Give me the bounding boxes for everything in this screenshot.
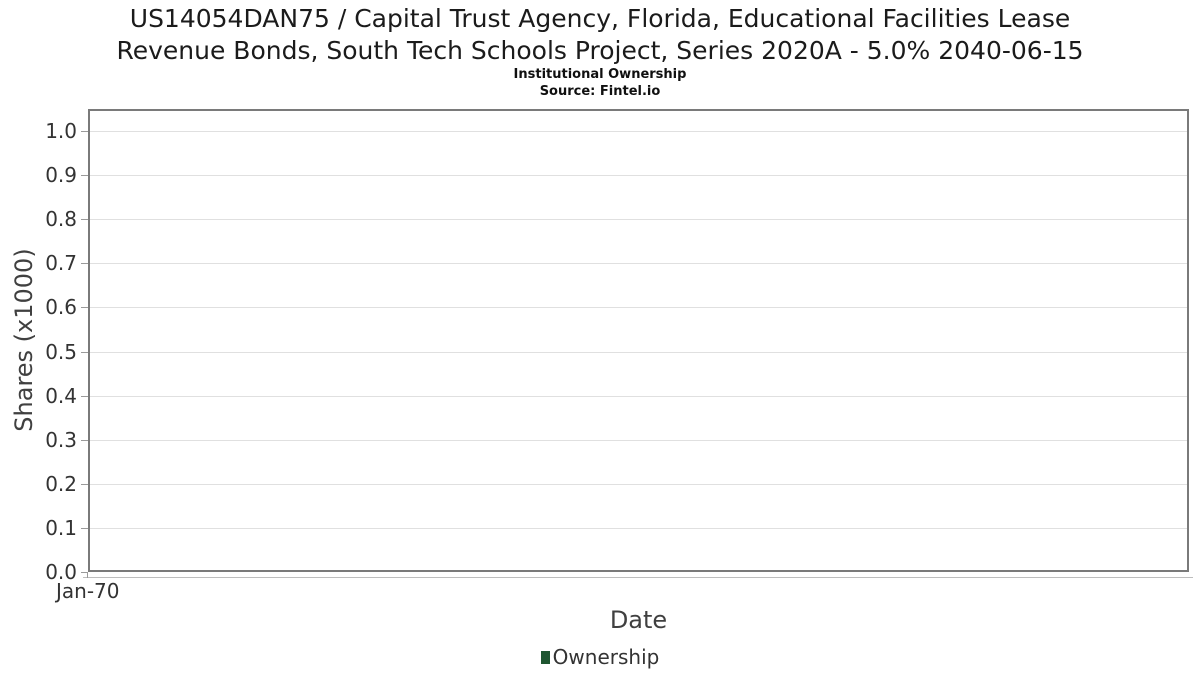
y-tick-mark: [81, 352, 88, 353]
chart-title-line1: US14054DAN75 / Capital Trust Agency, Flo…: [129, 4, 1071, 33]
y-tick-label: 0.0: [45, 560, 77, 584]
y-tick-mark: [81, 175, 88, 176]
y-tick-mark: [81, 572, 88, 573]
legend-ownership-label: Ownership: [552, 645, 660, 669]
plot-area: [88, 109, 1189, 572]
y-tick-mark: [81, 131, 88, 132]
y-gridline: [90, 219, 1187, 220]
y-tick-label: 0.4: [45, 384, 77, 408]
y-tick-mark: [81, 396, 88, 397]
y-tick-label: 0.2: [45, 472, 77, 496]
y-gridline: [90, 175, 1187, 176]
x-tick-mark: [87, 573, 88, 578]
x-axis-line: [83, 577, 1193, 578]
y-tick-mark: [81, 440, 88, 441]
y-tick-label: 1.0: [45, 119, 77, 143]
y-tick-mark: [81, 219, 88, 220]
y-gridline: [90, 484, 1187, 485]
legend-ownership-swatch-icon: [540, 650, 550, 664]
chart-title-line2: Revenue Bonds, South Tech Schools Projec…: [116, 36, 1084, 65]
chart-source: Source: Fintel.io: [539, 84, 661, 99]
y-tick-label: 0.9: [45, 163, 77, 187]
x-axis-title: Date: [609, 606, 668, 634]
y-tick-mark: [81, 528, 88, 529]
y-tick-mark: [81, 484, 88, 485]
y-gridline: [90, 528, 1187, 529]
y-tick-label: 0.1: [45, 516, 77, 540]
y-tick-label: 0.8: [45, 207, 77, 231]
y-gridline: [90, 440, 1187, 441]
y-tick-mark: [81, 263, 88, 264]
x-tick-label: Jan-70: [56, 579, 120, 603]
y-gridline: [90, 307, 1187, 308]
chart-subtitle: Institutional Ownership: [513, 67, 687, 82]
y-gridline: [90, 352, 1187, 353]
y-tick-label: 0.6: [45, 295, 77, 319]
legend: Ownership: [0, 645, 1200, 669]
y-gridline: [90, 131, 1187, 132]
y-tick-label: 0.3: [45, 428, 77, 452]
y-gridline: [90, 396, 1187, 397]
y-gridline: [90, 263, 1187, 264]
y-tick-mark: [81, 307, 88, 308]
y-tick-label: 0.7: [45, 251, 77, 275]
y-tick-label: 0.5: [45, 340, 77, 364]
